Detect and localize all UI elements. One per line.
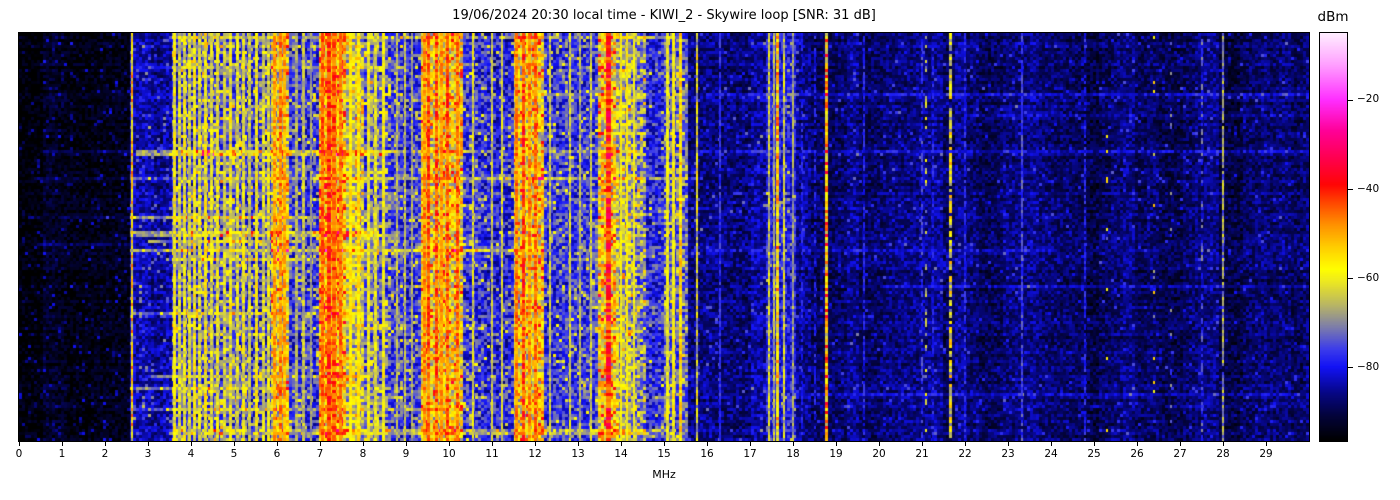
x-tick-mark [707, 442, 708, 446]
x-tick-label: 13 [571, 448, 585, 460]
x-tick-mark [1266, 442, 1267, 446]
x-tick-label: 23 [1001, 448, 1015, 460]
x-tick-mark [664, 442, 665, 446]
x-tick-label: 19 [829, 448, 843, 460]
x-tick-label: 26 [1130, 448, 1144, 460]
x-tick-mark [449, 442, 450, 446]
x-tick-label: 14 [614, 448, 628, 460]
x-tick-mark [19, 442, 20, 446]
x-tick-label: 21 [915, 448, 929, 460]
x-tick-mark [1137, 442, 1138, 446]
x-tick-label: 15 [657, 448, 671, 460]
x-tick-label: 7 [316, 448, 324, 460]
x-tick-mark [879, 442, 880, 446]
x-tick-mark [234, 442, 235, 446]
x-tick-mark [1008, 442, 1009, 446]
colorbar-tick-mark [1348, 367, 1353, 368]
x-tick-mark [535, 442, 536, 446]
x-tick-label: 20 [872, 448, 886, 460]
x-axis-label: MHz [652, 468, 676, 481]
x-tick-label: 9 [402, 448, 410, 460]
x-tick-mark [621, 442, 622, 446]
x-tick-label: 4 [187, 448, 195, 460]
spectrogram-plot [18, 32, 1310, 442]
x-tick-mark [277, 442, 278, 446]
x-tick-mark [1223, 442, 1224, 446]
colorbar-unit-label: dBm [1317, 9, 1349, 25]
x-tick-label: 25 [1087, 448, 1101, 460]
x-tick-mark [1180, 442, 1181, 446]
x-tick-mark [1094, 442, 1095, 446]
x-tick-mark [191, 442, 192, 446]
colorbar-tick-label: −20 [1357, 93, 1380, 105]
x-tick-mark [793, 442, 794, 446]
x-tick-mark [836, 442, 837, 446]
x-tick-label: 24 [1044, 448, 1058, 460]
colorbar-tick-mark [1348, 189, 1353, 190]
x-tick-mark [406, 442, 407, 446]
x-tick-label: 10 [442, 448, 456, 460]
colorbar-tick-label: −40 [1357, 183, 1380, 195]
x-tick-mark [320, 442, 321, 446]
x-tick-label: 29 [1259, 448, 1273, 460]
x-tick-label: 18 [786, 448, 800, 460]
x-tick-mark [492, 442, 493, 446]
colorbar [1319, 32, 1348, 442]
colorbar-gradient-canvas [1320, 33, 1347, 441]
x-tick-mark [750, 442, 751, 446]
spectrogram-canvas [19, 33, 1309, 441]
colorbar-tick-label: −60 [1357, 272, 1380, 284]
x-tick-label: 17 [743, 448, 757, 460]
x-tick-label: 5 [230, 448, 238, 460]
x-tick-label: 0 [15, 448, 23, 460]
x-tick-label: 2 [101, 448, 109, 460]
x-tick-mark [1051, 442, 1052, 446]
x-tick-mark [922, 442, 923, 446]
plot-title: 19/06/2024 20:30 local time - KIWI_2 - S… [452, 8, 876, 23]
colorbar-tick-mark [1348, 278, 1353, 279]
x-tick-label: 27 [1173, 448, 1187, 460]
x-tick-label: 3 [144, 448, 152, 460]
x-tick-label: 16 [700, 448, 714, 460]
x-tick-label: 1 [58, 448, 66, 460]
x-tick-mark [363, 442, 364, 446]
x-tick-mark [105, 442, 106, 446]
x-tick-label: 6 [273, 448, 281, 460]
colorbar-tick-mark [1348, 100, 1353, 101]
x-tick-label: 8 [359, 448, 367, 460]
x-tick-mark [148, 442, 149, 446]
x-tick-mark [578, 442, 579, 446]
x-tick-mark [965, 442, 966, 446]
x-tick-label: 12 [528, 448, 542, 460]
x-tick-label: 28 [1216, 448, 1230, 460]
x-tick-mark [62, 442, 63, 446]
x-tick-label: 11 [485, 448, 499, 460]
x-tick-label: 22 [958, 448, 972, 460]
colorbar-tick-label: −80 [1357, 361, 1380, 373]
